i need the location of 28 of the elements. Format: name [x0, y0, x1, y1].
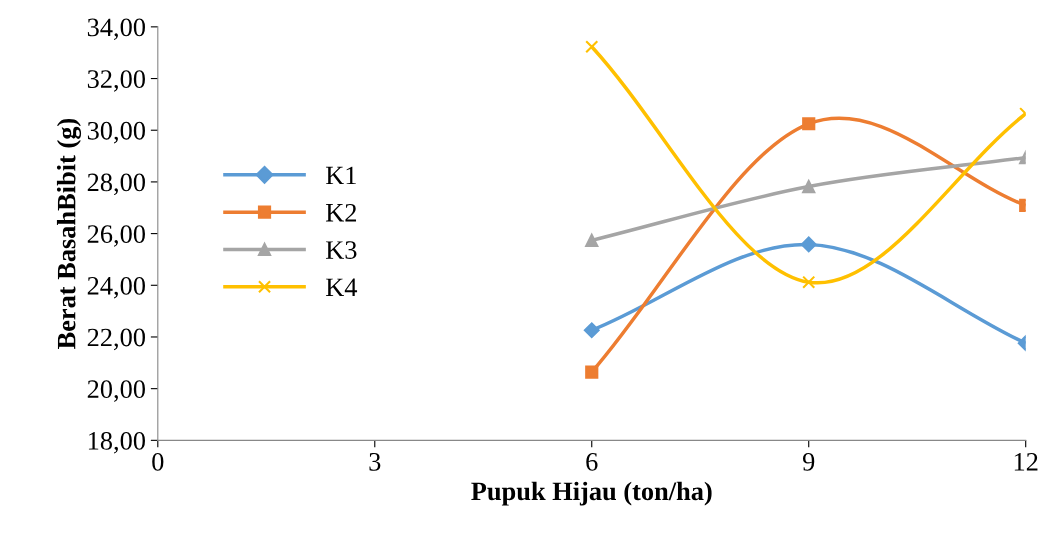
point — [585, 365, 599, 379]
point — [802, 179, 816, 194]
y-axis-title: Berat BasahBibit (g) — [56, 118, 82, 349]
x-tick-label: 0 — [152, 452, 164, 471]
y-tick-label: 34,00 — [87, 18, 145, 41]
x-axis-title: Pupuk Hijau (ton/ha) — [471, 481, 712, 506]
y-tick-label: 24,00 — [87, 276, 145, 299]
point — [802, 275, 816, 289]
y-tick-label: 20,00 — [87, 380, 145, 402]
y-tick-label: 26,00 — [87, 225, 145, 247]
x-tick-label: 3 — [369, 452, 381, 471]
point — [583, 322, 600, 339]
y-tick-label: 18,00 — [88, 431, 145, 454]
x-tick-label: 9 — [802, 452, 815, 471]
point — [800, 236, 817, 253]
y-tick-label: 28,00 — [87, 173, 145, 196]
y-tick-label: 22,00 — [87, 328, 145, 351]
point — [585, 233, 599, 247]
x-tick-label: 12 — [1014, 452, 1038, 471]
legend-label: K4 — [325, 278, 358, 296]
point — [585, 40, 599, 54]
point — [802, 117, 816, 131]
legend-label: K2 — [325, 203, 357, 222]
x-tick-label: 6 — [586, 452, 598, 471]
legend-label: K3 — [325, 241, 357, 259]
y-tick-label: 32,00 — [87, 70, 145, 92]
legend-label: K1 — [325, 166, 356, 185]
y-tick-label: 30,00 — [87, 121, 145, 144]
